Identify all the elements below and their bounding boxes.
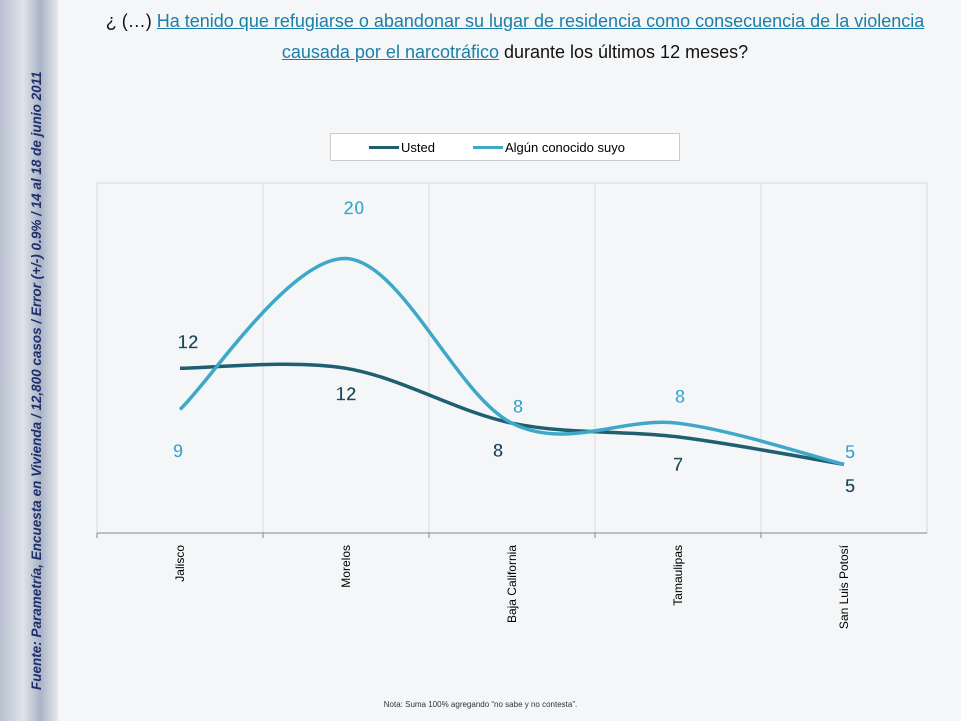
data-label: 8 [675, 387, 686, 408]
legend-swatch [369, 145, 399, 149]
data-label: 12 [177, 332, 198, 353]
data-label: 9 [173, 441, 184, 462]
x-tick-label: Morelos [339, 545, 353, 588]
data-label: 8 [513, 397, 524, 418]
data-label: 5 [845, 476, 856, 497]
data-label: 20 [343, 198, 364, 219]
data-label: 7 [673, 455, 684, 476]
legend-swatch [472, 145, 503, 149]
background-strip [0, 0, 58, 721]
legend: Usted Algún conocido suyo [330, 133, 680, 161]
x-tick-label: Jalisco [173, 545, 187, 582]
footnote: Nota: Suma 100% agregando “no sabe y no … [383, 700, 578, 709]
legend-label: Algún conocido suyo [504, 139, 625, 155]
legend-item-conocido: Algún conocido suyo [472, 139, 625, 155]
x-tick-label: San Luis Potosí [837, 544, 851, 629]
series-line-conocido [178, 256, 845, 467]
title-question: Ha tenido que refugiarse o abandonar su … [156, 11, 925, 62]
title-prefix: ¿ (…) [105, 11, 157, 31]
data-label: 8 [493, 441, 504, 462]
x-tick-label: Tamaulipas [671, 545, 685, 606]
page-title: ¿ (…) Ha tenido que refugiarse o abandon… [90, 6, 940, 68]
title-suffix: durante los últimos 12 meses? [498, 42, 749, 62]
data-label: 12 [335, 384, 356, 405]
x-tick-label: Baja California [505, 545, 519, 623]
legend-item-usted: Usted [369, 140, 435, 155]
data-label: 5 [845, 442, 856, 463]
legend-label: Usted [401, 139, 435, 155]
